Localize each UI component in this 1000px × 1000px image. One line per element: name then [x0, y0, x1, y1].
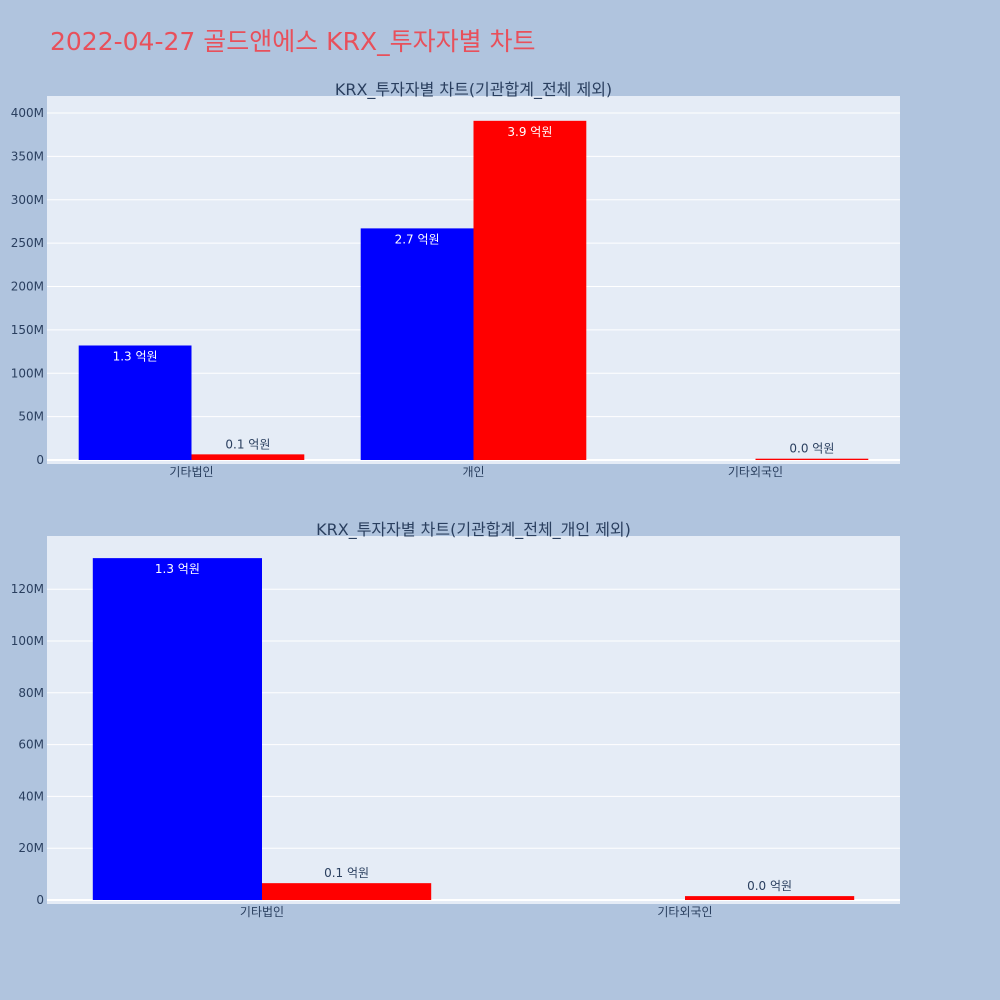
bar	[262, 883, 432, 900]
y-tick-label: 50M	[18, 410, 44, 424]
y-tick-label: 200M	[11, 280, 44, 294]
chart-title: KRX_투자자별 차트(기관합계_전체_개인 제외)	[316, 520, 631, 540]
data-label: 0.1 억원	[225, 437, 270, 451]
chart-bottom: 0 20M 40M 60M 80M 100M 120M KRX_투자자별 차트(기관합계_전체…	[11, 520, 900, 919]
data-label: 0.0 억원	[789, 442, 834, 456]
y-tick-label: 250M	[11, 236, 44, 250]
data-label: 3.9 억원	[507, 125, 552, 139]
bar	[473, 120, 587, 460]
x-tick-label: 개인	[462, 465, 484, 479]
chart-top: 0 50M 100M 150M 200M 250M 300M 350M 400M KRX_투자자별…	[11, 80, 900, 479]
bar	[78, 345, 192, 460]
chart-title: KRX_투자자별 차트(기관합계_전체 제외)	[335, 80, 612, 100]
y-tick-label: 20M	[18, 841, 44, 855]
y-tick-label: 40M	[18, 789, 44, 803]
y-tick-label: 100M	[11, 366, 44, 380]
y-tick-label: 60M	[18, 738, 44, 752]
y-tick-label: 300M	[11, 193, 44, 207]
data-label: 2.7 억원	[395, 232, 440, 246]
x-tick-label: 기타외국인	[657, 905, 712, 919]
x-tick-label: 기타법인	[240, 905, 284, 919]
bar	[685, 896, 855, 900]
x-tick-label: 기타외국인	[728, 465, 783, 479]
page-title: 2022-04-27 골드앤에스 KRX_투자자별 차트	[50, 27, 536, 56]
y-tick-label: 350M	[11, 149, 44, 163]
bar	[755, 458, 869, 460]
y-tick-label: 150M	[11, 323, 44, 337]
data-label: 1.3 억원	[113, 349, 158, 363]
y-tick-label: 0	[36, 893, 44, 907]
x-tick-label: 기타법인	[169, 465, 213, 479]
y-tick-label: 120M	[11, 582, 44, 596]
y-tick-label: 0	[36, 453, 44, 467]
bar	[191, 454, 305, 460]
y-tick-label: 80M	[18, 686, 44, 700]
y-tick-label: 100M	[11, 634, 44, 648]
bar	[92, 558, 262, 900]
data-label: 0.1 억원	[324, 866, 369, 880]
y-tick-label: 400M	[11, 106, 44, 120]
bar	[360, 228, 474, 460]
data-label: 1.3 억원	[155, 562, 200, 576]
data-label: 0.0 억원	[747, 879, 792, 893]
